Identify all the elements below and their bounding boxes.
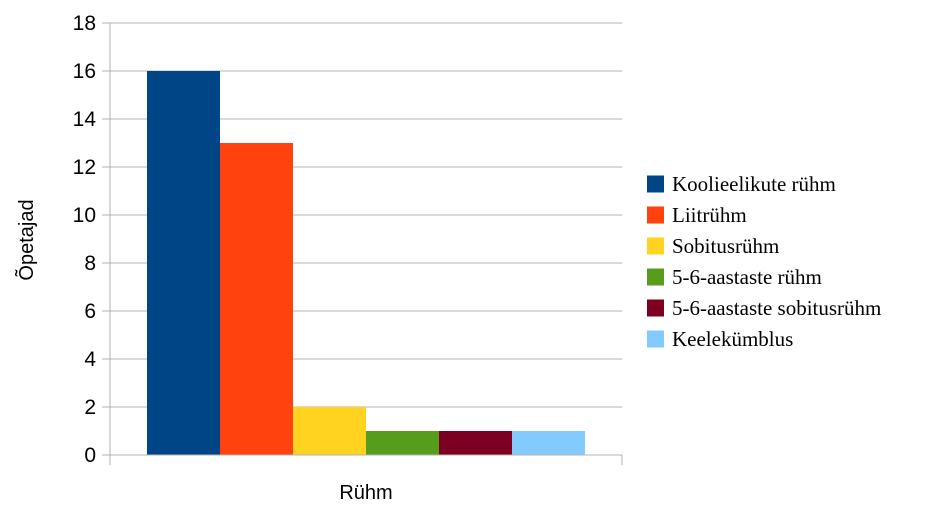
- legend-swatch: [647, 331, 664, 348]
- legend-label: Koolieelikute rühm: [672, 172, 836, 196]
- x-axis-title: Rühm: [339, 482, 392, 504]
- y-tick-label: 2: [84, 396, 96, 419]
- legend-label: Liitrühm: [672, 203, 747, 227]
- y-tick-label: 0: [84, 444, 96, 467]
- y-tick-label: 8: [84, 252, 96, 275]
- legend-label: Keelekümblus: [672, 327, 793, 351]
- y-tick-label: 16: [73, 60, 96, 83]
- bar: [147, 71, 220, 455]
- y-tick-label: 18: [73, 12, 96, 35]
- y-tick-labels: 0 2 4 6 8 10 12 14 16 18: [73, 12, 97, 467]
- y-tick-label: 14: [73, 108, 97, 131]
- y-tick-label: 12: [73, 156, 96, 179]
- legend: Koolieelikute rühm Liitrühm Sobitusrühm 5-6…: [647, 172, 881, 351]
- y-tick-label: 10: [73, 204, 96, 227]
- bar: [293, 407, 366, 455]
- legend-swatch: [647, 300, 664, 317]
- legend-label: 5-6-aastaste sobitusrühm: [672, 296, 881, 320]
- y-tick-label: 4: [84, 348, 96, 371]
- legend-swatch: [647, 238, 664, 255]
- legend-swatch: [647, 176, 664, 193]
- legend-swatch: [647, 207, 664, 224]
- bar: [220, 143, 293, 455]
- y-tick-label: 6: [84, 300, 96, 323]
- legend-label: Sobitusrühm: [672, 234, 779, 258]
- bar: [439, 431, 512, 455]
- legend-swatch: [647, 269, 664, 286]
- y-axis-title: Õpetajad: [14, 199, 38, 280]
- bar: [366, 431, 439, 455]
- bar: [512, 431, 585, 455]
- legend-label: 5-6-aastaste rühm: [672, 265, 822, 289]
